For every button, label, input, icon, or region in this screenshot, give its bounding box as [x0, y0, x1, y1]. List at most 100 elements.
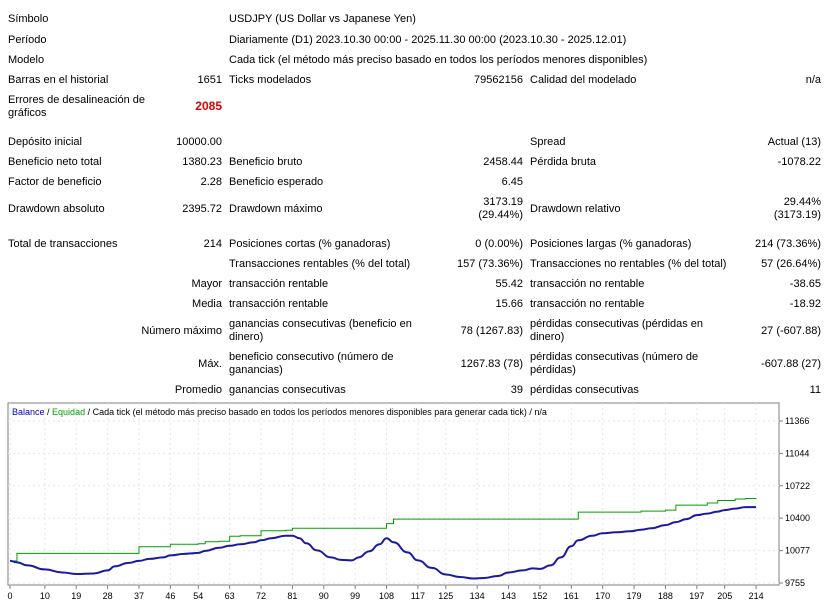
label-max-beneficio: beneficio consecutivo (número de gananci… — [229, 351, 394, 376]
value-barras: 1651 — [197, 74, 222, 86]
y-tick-label: 10400 — [785, 513, 810, 523]
label-calidad: Calidad del modelado — [530, 74, 637, 86]
value-max-beneficio: 1267.83 (78) — [460, 358, 523, 370]
label-promedio-perdidas: pérdidas consecutivas — [530, 384, 639, 396]
x-tick-label: 152 — [532, 591, 547, 601]
value-calidad: n/a — [805, 74, 821, 86]
value-modelo: Cada tick (el método más preciso basado … — [229, 54, 648, 66]
x-tick-label: 99 — [350, 591, 360, 601]
value-max-perdidas: -607.88 (27) — [761, 358, 821, 370]
prefix-media: Media — [192, 298, 222, 310]
x-tick-label: 161 — [564, 591, 579, 601]
x-tick-label: 0 — [7, 591, 12, 601]
prefix-num-max: Número máximo — [141, 325, 222, 337]
x-tick-label: 37 — [134, 591, 144, 601]
x-tick-label: 72 — [256, 591, 266, 601]
x-tick-label: 19 — [71, 591, 81, 601]
value-perdida-bruta: -1078.22 — [777, 156, 821, 168]
label-deposito: Depósito inicial — [8, 136, 82, 148]
label-largas: Posiciones largas (% ganadoras) — [530, 238, 692, 250]
label-beneficio-esperado: Beneficio esperado — [229, 176, 324, 188]
value-dd-absoluto: 2395.72 — [182, 203, 222, 215]
y-tick-label: 10722 — [785, 481, 810, 491]
x-tick-label: 197 — [689, 591, 704, 601]
x-tick-label: 54 — [193, 591, 203, 601]
label-dd-absoluto: Drawdown absoluto — [8, 203, 105, 215]
chart-series — [9, 498, 757, 580]
value-mayor-rentable: 55.42 — [495, 278, 523, 290]
x-tick-label: 117 — [411, 591, 425, 601]
equity-line — [10, 498, 757, 562]
x-tick-label: 170 — [595, 591, 610, 601]
chart-grid — [8, 403, 779, 585]
label-mayor-no-rentable: transacción no rentable — [530, 278, 645, 290]
x-tick-label: 125 — [438, 591, 453, 601]
label-num-max-perdidas: pérdidas consecutivas (pérdidas en diner… — [530, 318, 704, 343]
value-total-trans: 214 — [203, 238, 222, 250]
value-beneficio-neto: 1380.23 — [182, 156, 222, 168]
label-errores: Errores de desalineación de gráficos — [8, 94, 145, 119]
x-tick-label: 108 — [379, 591, 394, 601]
label-factor: Factor de beneficio — [8, 176, 102, 188]
x-tick-label: 205 — [717, 591, 732, 601]
label-mayor-rentable: transacción rentable — [229, 278, 329, 290]
svg-text:Balance / Equidad / Cada tick: Balance / Equidad / Cada tick (el método… — [12, 407, 547, 417]
value-beneficio-bruto: 2458.44 — [483, 156, 523, 168]
x-tick-label: 143 — [501, 591, 516, 601]
value-ticks: 79562156 — [474, 74, 523, 86]
value-rentables: 157 (73.36%) — [456, 258, 523, 270]
value-media-rentable: 15.66 — [495, 298, 523, 310]
value-spread: Actual (13) — [767, 136, 821, 148]
value-dd-relativo-1: 29.44% — [783, 196, 821, 208]
label-spread: Spread — [530, 136, 566, 148]
label-perdida-bruta: Pérdida bruta — [530, 156, 597, 168]
x-tick-label: 46 — [165, 591, 175, 601]
value-num-max-perdidas: 27 (-607.88) — [761, 325, 821, 337]
y-tick-label: 11044 — [785, 448, 809, 458]
legend-sep-2: / — [85, 407, 93, 417]
balance-line — [9, 506, 757, 580]
label-barras: Barras en el historial — [8, 74, 109, 86]
value-dd-maximo-1: 3173.19 — [483, 196, 523, 208]
x-tick-label: 134 — [470, 591, 485, 601]
x-tick-label: 63 — [225, 591, 235, 601]
label-no-rentables: Transacciones no rentables (% del total) — [530, 258, 727, 270]
value-media-no-rentable: -18.92 — [789, 298, 821, 310]
label-promedio-ganancias: ganancias consecutivas — [229, 384, 346, 396]
prefix-promedio: Promedio — [174, 384, 222, 396]
value-promedio-ganancias: 39 — [510, 384, 523, 396]
chart-y-axis: 11366 11044 10722 10400 10077 9755 — [779, 416, 810, 588]
value-dd-maximo-2: (29.44%) — [478, 209, 523, 221]
legend-balance: Balance — [12, 407, 45, 417]
x-tick-label: 179 — [627, 591, 642, 601]
value-mayor-no-rentable: -38.65 — [789, 278, 821, 290]
value-errores: 2085 — [195, 99, 222, 113]
value-simbolo: USDJPY (US Dollar vs Japanese Yen) — [229, 13, 416, 25]
label-beneficio-neto: Beneficio neto total — [8, 156, 102, 168]
label-beneficio-bruto: Beneficio bruto — [229, 156, 303, 168]
label-simbolo: Símbolo — [8, 13, 49, 25]
value-promedio-perdidas: 11 — [809, 384, 821, 396]
chart-legend: Balance / Equidad / Cada tick (el método… — [12, 407, 547, 417]
legend-equidad: Equidad — [52, 407, 85, 417]
label-cortas: Posiciones cortas (% ganadoras) — [229, 238, 391, 250]
value-cortas: 0 (0.00%) — [475, 238, 523, 250]
value-no-rentables: 57 (26.64%) — [761, 258, 821, 270]
y-tick-label: 10077 — [785, 546, 810, 556]
value-factor: 2.28 — [200, 176, 222, 188]
value-num-max-ganancias: 78 (1267.83) — [460, 325, 523, 337]
y-tick-label: 11366 — [785, 416, 809, 426]
label-modelo: Modelo — [8, 54, 45, 66]
value-beneficio-esperado: 6.45 — [501, 176, 523, 188]
label-num-max-ganancias: ganancias consecutivas (beneficio en din… — [229, 318, 412, 343]
label-max-perdidas: pérdidas consecutivas (número de pérdida… — [530, 351, 699, 376]
x-tick-label: 188 — [658, 591, 673, 601]
x-tick-label: 10 — [40, 591, 50, 601]
x-tick-label: 90 — [319, 591, 329, 601]
label-media-no-rentable: transacción no rentable — [530, 298, 645, 310]
prefix-max: Máx. — [198, 358, 222, 370]
label-dd-maximo: Drawdown máximo — [229, 203, 323, 215]
label-periodo: Período — [8, 34, 47, 46]
label-rentables: Transacciones rentables (% del total) — [229, 258, 411, 270]
chart-x-axis: 0 10 19 28 37 46 54 63 72 81 90 99 108 117 125 134 143 15… — [7, 585, 764, 601]
